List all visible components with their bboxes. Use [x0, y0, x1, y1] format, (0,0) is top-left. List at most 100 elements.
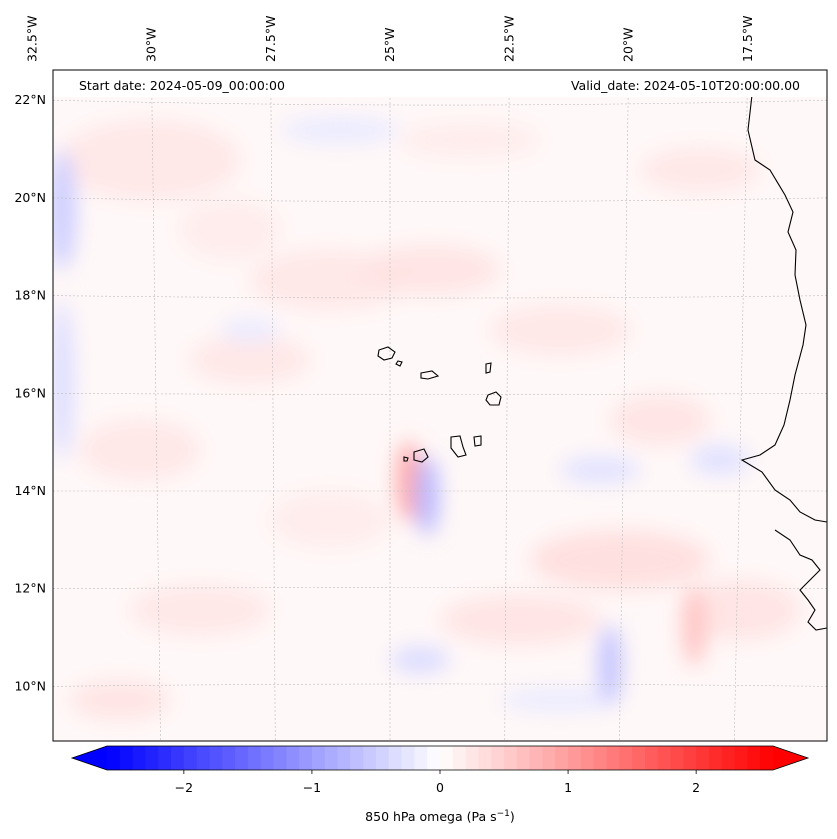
field-texture-8 — [530, 530, 710, 590]
colorbar-segment — [529, 746, 543, 770]
longitude-tick-labels: 32.5°W 30°W 27.5°W 25°W 22.5°W 20°W 17.5°W — [24, 16, 755, 62]
island-3 — [485, 362, 492, 374]
colorbar-segment — [568, 746, 582, 770]
colorbar-segment — [696, 746, 710, 770]
lat-tick-label: 18°N — [14, 288, 46, 303]
lon-tick-label: 22.5°W — [501, 16, 516, 62]
colorbar-segment — [337, 746, 351, 770]
island-0 — [377, 346, 396, 361]
field-texture-12 — [640, 148, 760, 192]
colorbar-segment — [196, 746, 210, 770]
island-5 — [450, 435, 467, 458]
colorbar-extend-low — [72, 746, 107, 770]
colorbar-segment — [452, 746, 467, 770]
field-texture-15 — [680, 580, 800, 640]
colorbar-segment — [311, 746, 326, 770]
valid-date-text: Valid_date: 2024-05-10T20:00:00.00 — [571, 78, 800, 93]
colorbar-variable: 850 hPa omega — [365, 809, 462, 824]
field-texture-10 — [130, 585, 270, 635]
colorbar-units: (Pa s — [467, 809, 497, 824]
island-1 — [395, 360, 403, 367]
colorbar-ticks: −2 −1 0 1 2 — [175, 770, 700, 795]
map-area: Start date: 2024-05-09_00:00:00 Valid_da… — [32, 69, 828, 742]
field-south-positive — [682, 586, 707, 667]
island-2 — [420, 370, 440, 380]
colorbar-segment — [145, 746, 159, 770]
island-6 — [473, 435, 482, 447]
lon-tick-label: 17.5°W — [740, 16, 755, 62]
colorbar-segment — [299, 746, 313, 770]
header-band — [53, 70, 827, 97]
lat-tick-label: 14°N — [14, 483, 46, 498]
field-texture-13 — [400, 122, 540, 158]
colorbar-segment — [491, 746, 505, 770]
field-texture-4 — [490, 305, 630, 355]
colorbar-segment — [273, 746, 287, 770]
colorbar-segment — [324, 746, 339, 770]
lat-tick-label: 10°N — [14, 678, 46, 693]
colorbar-segment — [222, 746, 236, 770]
field-texture-neg-0 — [53, 150, 76, 270]
colorbar-segment — [478, 746, 492, 770]
field-texture-5 — [610, 395, 710, 445]
coast-guinea-bissau — [774, 529, 827, 631]
colorbar-segment — [158, 746, 172, 770]
field-cape-verde-lee-negative — [415, 455, 440, 536]
lat-tick-label: 12°N — [14, 581, 46, 596]
field-south-negative — [597, 624, 622, 705]
map-frame — [52, 69, 828, 742]
field-texture-0 — [60, 120, 240, 200]
island-8 — [403, 456, 409, 462]
field-cape-verde-lee-positive — [396, 441, 421, 522]
colorbar-units-close: ) — [510, 809, 515, 824]
lon-tick-label: 30°W — [144, 27, 159, 62]
colorbar-segment — [119, 746, 134, 770]
field-texture-11 — [70, 680, 170, 720]
colorbar-segment — [440, 746, 454, 770]
colorbar-segment — [516, 746, 531, 770]
colorbar-tick-label: 0 — [436, 780, 444, 795]
colorbar-segment — [132, 746, 146, 770]
colorbar-outline — [70, 745, 810, 771]
colorbar-segment — [183, 746, 198, 770]
colorbar-label: 850 hPa omega (Pa s−1) — [365, 809, 515, 824]
colorbar-tick-label: 2 — [692, 780, 700, 795]
meridian-32.5°W — [32, 70, 46, 741]
colorbar-segment — [593, 746, 607, 770]
field-texture-neg-3 — [220, 318, 280, 342]
colorbar-segment — [414, 746, 428, 770]
colorbar-segment — [363, 746, 377, 770]
field-texture-neg-4 — [560, 456, 640, 484]
lat-tick-label: 20°N — [14, 190, 46, 205]
colorbar-segment — [401, 746, 415, 770]
field-texture-14 — [180, 200, 280, 260]
colorbar-segment — [619, 746, 633, 770]
lat-tick-label: 16°N — [14, 385, 46, 400]
colorbar-segment — [721, 746, 736, 770]
colorbar-segment — [542, 746, 556, 770]
field-texture-neg-1 — [53, 300, 74, 460]
colorbar-tick-label: −2 — [175, 780, 193, 795]
lon-tick-label: 25°W — [382, 27, 397, 62]
colorbar-units-exponent: −1 — [497, 809, 510, 819]
field-texture-neg-7 — [690, 444, 750, 476]
colorbar-segment — [247, 746, 262, 770]
colorbar-segment — [375, 746, 390, 770]
colorbar-segment — [427, 746, 441, 770]
colorbar-segments — [72, 746, 808, 770]
colorbar-segment — [107, 746, 121, 770]
colorbar-segment — [388, 746, 403, 770]
lon-tick-label: 27.5°W — [263, 16, 278, 62]
field-texture-6 — [80, 420, 200, 480]
colorbar-segment — [209, 746, 223, 770]
field-texture-neg-5 — [390, 646, 450, 674]
field-texture-neg-2 — [280, 116, 400, 144]
colorbar-segment — [747, 746, 761, 770]
omega-field — [53, 116, 800, 720]
field-texture-3 — [190, 336, 310, 384]
field-texture-2 — [360, 245, 500, 295]
colorbar-segment — [644, 746, 659, 770]
start-date-text: Start date: 2024-05-09_00:00:00 — [79, 78, 285, 93]
island-7 — [413, 448, 429, 463]
